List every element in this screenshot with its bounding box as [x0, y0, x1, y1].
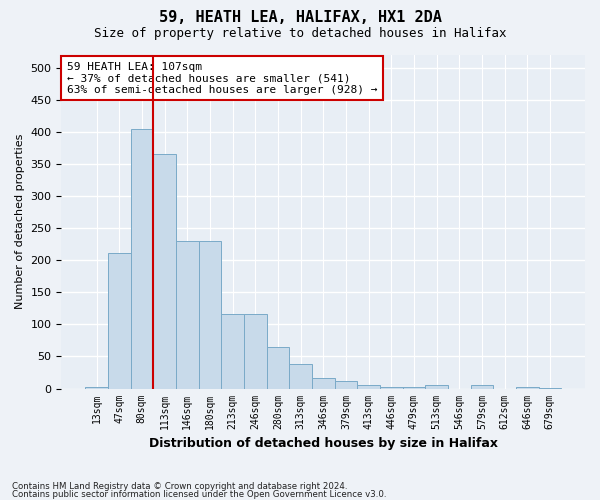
- Bar: [108, 252, 131, 388]
- Text: 59 HEATH LEA: 107sqm
← 37% of detached houses are smaller (541)
63% of semi-deta: 59 HEATH LEA: 107sqm ← 37% of detached h…: [67, 62, 377, 95]
- Bar: [470, 386, 493, 388]
- Bar: [425, 386, 448, 388]
- Bar: [357, 386, 380, 388]
- Bar: [289, 364, 312, 388]
- Text: Contains public sector information licensed under the Open Government Licence v3: Contains public sector information licen…: [12, 490, 386, 499]
- Text: Contains HM Land Registry data © Crown copyright and database right 2024.: Contains HM Land Registry data © Crown c…: [12, 482, 347, 491]
- Y-axis label: Number of detached properties: Number of detached properties: [15, 134, 25, 310]
- Bar: [176, 241, 199, 388]
- Bar: [266, 347, 289, 389]
- Bar: [312, 378, 335, 388]
- Bar: [199, 241, 221, 388]
- Bar: [153, 154, 176, 388]
- Bar: [85, 386, 108, 388]
- Bar: [221, 314, 244, 388]
- Text: Size of property relative to detached houses in Halifax: Size of property relative to detached ho…: [94, 28, 506, 40]
- Bar: [335, 382, 357, 388]
- X-axis label: Distribution of detached houses by size in Halifax: Distribution of detached houses by size …: [149, 437, 498, 450]
- Bar: [131, 130, 153, 388]
- Bar: [244, 314, 266, 388]
- Text: 59, HEATH LEA, HALIFAX, HX1 2DA: 59, HEATH LEA, HALIFAX, HX1 2DA: [158, 10, 442, 25]
